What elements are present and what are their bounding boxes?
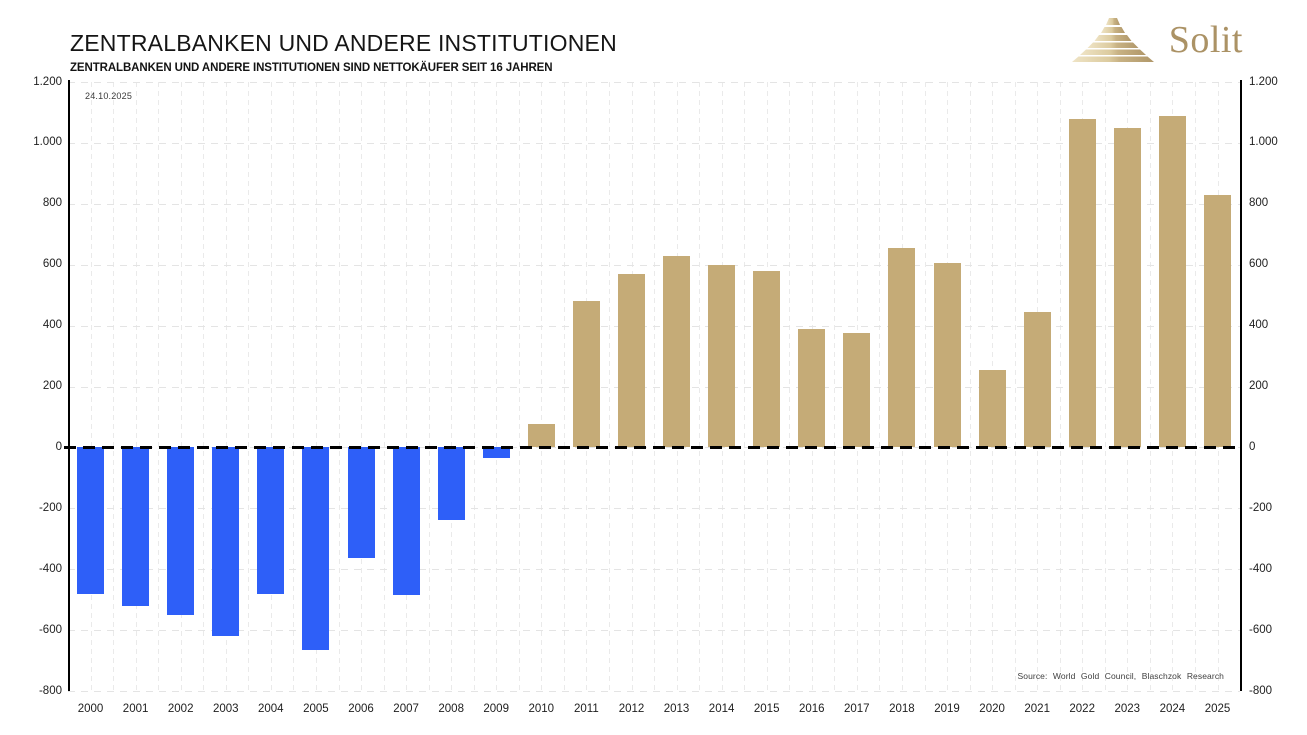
y-axis-tick-right: 0 bbox=[1249, 440, 1256, 453]
x-axis-tick: 2006 bbox=[348, 703, 374, 715]
y-axis-tick-right: 1.000 bbox=[1249, 136, 1278, 149]
x-axis-tick: 2008 bbox=[438, 703, 464, 715]
bar-2003 bbox=[212, 447, 240, 637]
horizontal-gridline bbox=[68, 203, 1240, 205]
x-axis-tick: 2009 bbox=[483, 703, 509, 715]
y-axis-tick-right: 1.200 bbox=[1249, 75, 1278, 88]
y-axis-tick-right: 600 bbox=[1249, 258, 1269, 271]
x-axis-tick: 2004 bbox=[258, 703, 284, 715]
bar-2005 bbox=[302, 447, 330, 650]
y-axis-tick-right: -400 bbox=[1249, 562, 1273, 575]
y-axis-tick-left: -400 bbox=[38, 562, 62, 575]
bar-2023 bbox=[1113, 127, 1141, 448]
horizontal-gridline bbox=[68, 142, 1240, 144]
horizontal-gridline bbox=[68, 508, 1240, 510]
bar-2013 bbox=[663, 255, 690, 448]
x-axis-tick: 2002 bbox=[167, 703, 194, 715]
x-axis-tick: 2005 bbox=[303, 703, 329, 715]
bar-2014 bbox=[708, 264, 736, 448]
x-axis-tick: 2017 bbox=[844, 703, 870, 715]
bar-2024 bbox=[1158, 115, 1186, 448]
bar-2025 bbox=[1204, 194, 1231, 448]
bar-2001 bbox=[122, 447, 150, 606]
bar-2004 bbox=[257, 447, 285, 594]
x-axis-tick: 2010 bbox=[528, 703, 555, 715]
bar-2006 bbox=[347, 447, 375, 559]
bar-2007 bbox=[392, 447, 420, 596]
chart-date-label: 24.10.2025 bbox=[85, 91, 133, 101]
y-axis-tick-right: 400 bbox=[1249, 319, 1269, 332]
x-axis-tick: 2020 bbox=[979, 703, 1005, 715]
x-axis-tick: 2011 bbox=[574, 703, 599, 715]
x-axis-tick: 2024 bbox=[1159, 703, 1186, 715]
y-axis-tick-left: 400 bbox=[42, 319, 62, 332]
y-axis-tick-right: -600 bbox=[1249, 623, 1273, 636]
y-axis-tick-left: -600 bbox=[38, 623, 62, 636]
x-axis-tick: 2012 bbox=[618, 703, 645, 715]
horizontal-gridline bbox=[68, 264, 1240, 266]
x-axis-tick: 2013 bbox=[663, 703, 690, 715]
bar-2011 bbox=[572, 301, 600, 448]
page-subtitle: ZENTRALBANKEN UND ANDERE INSTITUTIONEN S… bbox=[70, 62, 553, 74]
horizontal-gridline bbox=[68, 386, 1240, 388]
y-axis-tick-left: 800 bbox=[42, 197, 62, 210]
y-axis-tick-right: -800 bbox=[1249, 684, 1273, 697]
bar-2008 bbox=[437, 447, 465, 521]
x-axis-tick: 2015 bbox=[753, 703, 780, 715]
horizontal-gridline bbox=[68, 325, 1240, 327]
bar-2021 bbox=[1023, 311, 1051, 448]
bar-2017 bbox=[843, 333, 871, 448]
x-axis-tick: 2023 bbox=[1114, 703, 1141, 715]
y-axis-tick-left: 1.000 bbox=[33, 136, 62, 149]
left-axis-line bbox=[68, 80, 70, 691]
right-axis-line bbox=[1240, 80, 1242, 691]
x-axis-tick: 2021 bbox=[1024, 703, 1050, 715]
x-axis-tick: 2000 bbox=[77, 703, 104, 715]
y-axis-tick-left: -800 bbox=[38, 684, 62, 697]
bar-2012 bbox=[618, 273, 645, 448]
bar-2018 bbox=[888, 248, 916, 448]
x-axis-tick: 2007 bbox=[393, 703, 419, 715]
bar-2016 bbox=[798, 328, 826, 448]
x-axis-tick: 2016 bbox=[799, 703, 825, 715]
bar-2015 bbox=[753, 270, 781, 448]
horizontal-gridline bbox=[68, 569, 1240, 571]
y-axis-tick-right: 800 bbox=[1249, 197, 1269, 210]
x-axis-tick: 2019 bbox=[934, 703, 960, 715]
horizontal-gridline bbox=[68, 691, 1240, 692]
horizontal-gridline bbox=[68, 82, 1240, 83]
logo-wordmark: Solit bbox=[1168, 19, 1243, 61]
y-axis-tick-left: 200 bbox=[42, 380, 62, 392]
y-axis-tick-left: 0 bbox=[55, 440, 62, 453]
x-axis-tick: 2014 bbox=[708, 703, 735, 715]
page-title: ZENTRALBANKEN UND ANDERE INSTITUTIONEN bbox=[70, 30, 617, 56]
bar-2022 bbox=[1068, 118, 1096, 448]
x-axis-tick: 2003 bbox=[213, 703, 239, 715]
chart-source-label: Source: World Gold Council, Blaschzok Re… bbox=[1017, 671, 1224, 681]
stepped-pyramid-icon bbox=[1071, 16, 1155, 69]
bar-2010 bbox=[527, 424, 555, 448]
x-axis-tick: 2022 bbox=[1069, 703, 1095, 715]
x-axis-tick: 2001 bbox=[122, 703, 149, 715]
solit-logo: Solit bbox=[1071, 16, 1243, 68]
y-axis-tick-right: -200 bbox=[1249, 501, 1273, 514]
y-axis-tick-right: 200 bbox=[1249, 380, 1269, 392]
x-axis-tick: 2018 bbox=[889, 703, 915, 715]
x-axis-tick: 2025 bbox=[1204, 703, 1231, 715]
zero-baseline bbox=[64, 445, 1240, 449]
y-axis-tick-left: 1.200 bbox=[33, 75, 62, 88]
y-axis-tick-left: -200 bbox=[38, 501, 62, 514]
bar-2019 bbox=[933, 263, 961, 448]
bar-2009 bbox=[482, 447, 510, 459]
bar-2000 bbox=[77, 447, 104, 594]
bar-2002 bbox=[167, 447, 195, 615]
horizontal-gridline bbox=[68, 630, 1240, 632]
bar-2020 bbox=[978, 369, 1006, 448]
y-axis-tick-left: 600 bbox=[42, 258, 62, 271]
